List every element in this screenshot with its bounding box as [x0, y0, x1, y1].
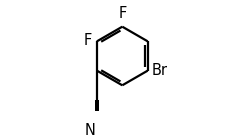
Text: F: F	[118, 6, 126, 21]
Text: F: F	[83, 33, 91, 48]
Text: N: N	[85, 123, 95, 138]
Text: Br: Br	[151, 63, 167, 78]
